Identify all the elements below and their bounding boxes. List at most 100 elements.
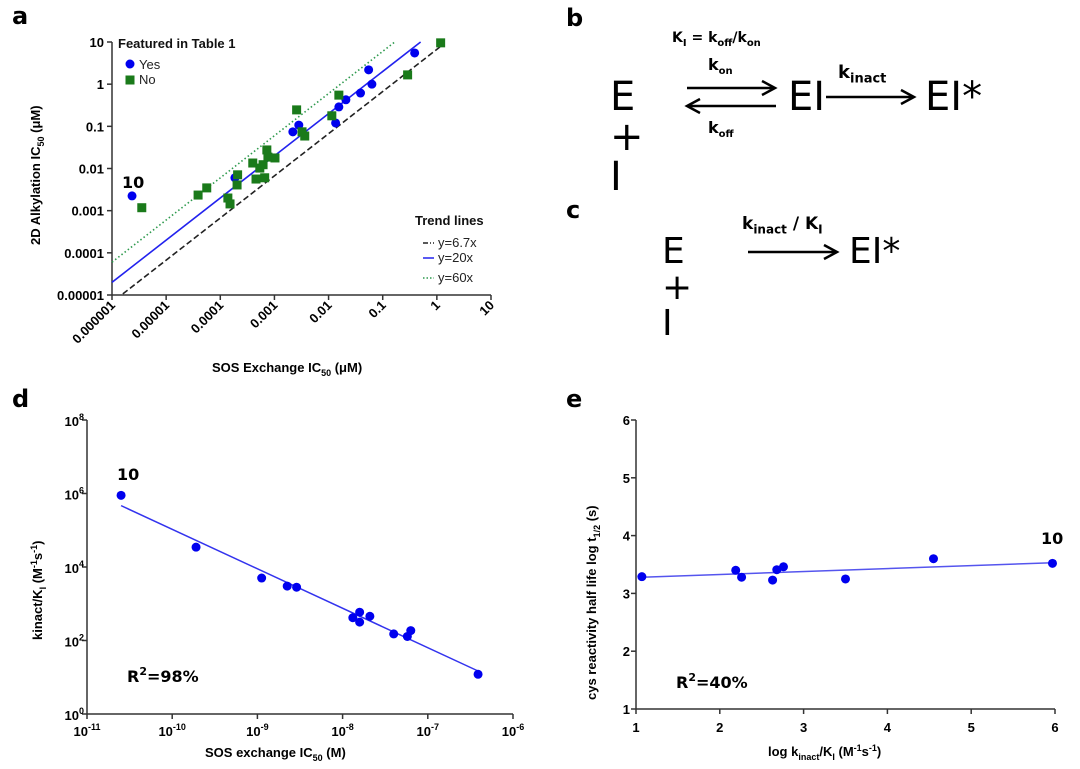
kon-subscript: on bbox=[746, 37, 761, 49]
e-x-axis-title: log kinact/KI (M-1s-1) bbox=[768, 743, 881, 762]
a-point-yes bbox=[288, 127, 298, 137]
e-point bbox=[841, 574, 850, 584]
a-trend-legend-title: Trend lines bbox=[415, 213, 484, 228]
d-point bbox=[355, 607, 365, 617]
kinact-sub: inact bbox=[849, 71, 887, 87]
a-point-no bbox=[270, 153, 280, 163]
a-point-no bbox=[334, 90, 344, 100]
d-r-squared: R2=98% bbox=[127, 665, 199, 686]
e-y-axis-title: cys reactivity half life log t1/2 (s) bbox=[584, 505, 602, 700]
d-y-tick-label: 106 bbox=[65, 486, 84, 503]
d-point bbox=[191, 542, 201, 552]
a-point-no bbox=[292, 105, 302, 115]
panel-label-c: c bbox=[566, 196, 581, 224]
d-x-axis-title: SOS exchange IC50 (M) bbox=[205, 745, 346, 763]
a-point-no bbox=[262, 145, 272, 155]
e-y-tick-label: 4 bbox=[623, 529, 631, 544]
d-point bbox=[257, 573, 267, 583]
reverse-arrow-head bbox=[684, 97, 701, 115]
e-y-tick-label: 1 bbox=[623, 702, 630, 717]
e-point bbox=[737, 572, 747, 582]
a-trend-legend-label-2: y=20x bbox=[438, 250, 474, 265]
e-point bbox=[778, 562, 788, 572]
d-point bbox=[292, 582, 302, 592]
e-point bbox=[928, 554, 938, 564]
a-y-tick-label: 0.00001 bbox=[57, 288, 104, 303]
e-x-tick-label: 4 bbox=[884, 720, 892, 735]
a-point-no bbox=[223, 193, 233, 203]
a-legend-no-marker bbox=[125, 75, 135, 85]
product-b: EI* bbox=[925, 74, 983, 120]
a-y-tick-label: 1 bbox=[97, 77, 104, 92]
d-point bbox=[365, 611, 375, 621]
koff-subscript: off bbox=[717, 37, 733, 49]
d-x-tick-label: 10-11 bbox=[74, 722, 101, 739]
e-x-tick-label: 1 bbox=[632, 720, 639, 735]
a-trend-legend-label-1: y=6.7x bbox=[438, 235, 477, 250]
d-x-tick-label: 10-6 bbox=[502, 722, 524, 739]
a-y-tick-label: 0.1 bbox=[86, 119, 104, 134]
reactants-b: E + I bbox=[610, 74, 644, 200]
a-point-no bbox=[327, 111, 337, 121]
e-annotation-10: 10 bbox=[1041, 529, 1063, 548]
a-point-no bbox=[260, 173, 270, 183]
a-legend-no: No bbox=[139, 72, 156, 87]
e-y-tick-label: 3 bbox=[623, 586, 630, 601]
d-point bbox=[348, 613, 358, 623]
e-fit-line bbox=[641, 562, 1053, 578]
e-point bbox=[637, 572, 647, 582]
a-trend-line-dashed bbox=[122, 44, 443, 295]
a-y-tick-label: 10 bbox=[90, 35, 104, 50]
intermediate-ei: EI bbox=[788, 74, 826, 120]
koff-sub: off bbox=[718, 129, 734, 141]
kon-label: kon bbox=[708, 55, 733, 77]
kinact-k: k bbox=[838, 62, 850, 83]
a-point-no bbox=[225, 199, 235, 209]
a-point-yes bbox=[356, 88, 366, 98]
kon-k: k bbox=[708, 55, 719, 74]
c-ki-sub: I bbox=[818, 222, 823, 237]
e-x-tick-label: 3 bbox=[800, 720, 807, 735]
a-point-yes bbox=[367, 79, 377, 89]
d-y-axis-title: kinact/KI (M-1s-1) bbox=[29, 541, 48, 640]
a-point-yes bbox=[331, 118, 341, 128]
e-point bbox=[768, 575, 778, 585]
a-y-axis-title: 2D Alkylation IC50 (μM) bbox=[28, 105, 46, 245]
e-r-squared: R2=40% bbox=[676, 671, 748, 692]
inact-arrow-head bbox=[900, 88, 917, 106]
panel-label-d: d bbox=[12, 385, 30, 413]
d-x-tick-label: 10-10 bbox=[158, 722, 185, 739]
d-point bbox=[355, 617, 365, 627]
d-x-tick-label: 10-7 bbox=[417, 722, 439, 739]
a-point-no bbox=[232, 180, 242, 190]
d-point bbox=[116, 490, 126, 500]
e-x-tick-label: 2 bbox=[716, 720, 723, 735]
a-y-tick-label: 0.0001 bbox=[64, 246, 104, 261]
koff-k: k bbox=[708, 118, 719, 137]
e-y-tick-label: 2 bbox=[623, 644, 630, 659]
a-point-no bbox=[403, 70, 413, 80]
a-point-no bbox=[263, 152, 273, 162]
c-arrow-head bbox=[823, 243, 840, 261]
e-x-tick-label: 6 bbox=[1051, 720, 1058, 735]
kinact-label: kinact bbox=[838, 62, 886, 87]
a-point-yes bbox=[410, 48, 420, 58]
d-point bbox=[282, 581, 292, 591]
a-point-no bbox=[233, 170, 243, 180]
d-y-tick-label: 100 bbox=[65, 706, 84, 723]
c-slash-ki: / K bbox=[786, 214, 819, 234]
a-point-no bbox=[251, 174, 261, 184]
product-c: EI* bbox=[849, 231, 901, 272]
kon-symbol: /k bbox=[732, 30, 747, 46]
a-x-axis-title: SOS Exchange IC50 (μM) bbox=[212, 360, 362, 378]
e-x-tick-label: 5 bbox=[968, 720, 975, 735]
a-annotation-10: 10 bbox=[122, 173, 144, 192]
d-y-tick-label: 104 bbox=[65, 559, 84, 576]
e-y-tick-label: 5 bbox=[623, 471, 630, 486]
a-point-no bbox=[436, 38, 446, 48]
a-legend-yes-marker bbox=[125, 59, 135, 69]
a-point-no bbox=[202, 183, 212, 193]
c-inact-sub: inact bbox=[753, 222, 787, 237]
